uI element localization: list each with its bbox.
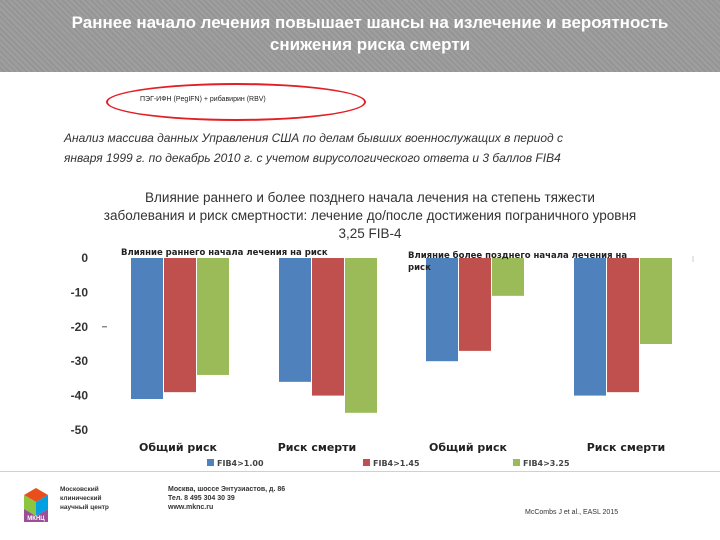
bar [197, 258, 229, 375]
page-title-line-1: Раннее начало лечения повышает шансы на … [71, 13, 669, 32]
org-line-1: Московский [60, 486, 99, 493]
treatment-highlight-oval [106, 83, 366, 121]
legend-label: FIB4>1.00 [217, 459, 264, 468]
page-title: Раннее начало лечения повышает шансы на … [40, 12, 700, 56]
panel-label-late: Влияние более позднего начала лечения на… [408, 250, 627, 273]
y-tick-label: 0 [81, 251, 88, 265]
bar [492, 258, 524, 296]
citation: McCombs J et al., EASL 2015 [525, 509, 619, 516]
bar [164, 258, 196, 393]
bar [574, 258, 606, 396]
category-label: Общий риск [429, 441, 508, 454]
bar [131, 258, 163, 400]
bar [345, 258, 377, 413]
chart-title-line-2: заболевания и риск смертности: лечение д… [103, 208, 637, 223]
analysis-line-2: января 1999 г. по декабрь 2010 г. с учет… [64, 151, 561, 165]
legend-swatch [207, 459, 214, 466]
org-line-3: научный центр [60, 504, 109, 511]
y-tick-label: -50 [71, 423, 89, 437]
legend-label: FIB4>1.45 [373, 459, 420, 468]
bar [279, 258, 311, 382]
phone: Тел. 8 495 304 30 39 [168, 495, 235, 502]
bar-chart: 0 -10 -20 -30 -40 -50 Влияние раннего начала л… [71, 248, 694, 468]
chart-title-line-1: Влияние раннего и более позднего начала … [145, 190, 595, 205]
contact-info: Москва, шоссе Энтузиастов, д. 86 Тел. 8 … [168, 485, 285, 512]
analysis-description: Анализ массива данных Управления США по … [64, 128, 684, 168]
analysis-line-1: Анализ массива данных Управления США по … [64, 131, 563, 145]
bar [426, 258, 458, 362]
chart-title: Влияние раннего и более позднего начала … [40, 189, 700, 243]
bar [312, 258, 344, 396]
org-line-2: клинический [60, 495, 102, 502]
page-title-line-2: снижения риска смерти [269, 35, 471, 54]
y-tick-label: -10 [71, 285, 89, 299]
category-label: Риск смерти [278, 441, 357, 454]
panel-label-early: Влияние раннего начала лечения на риск [121, 248, 328, 258]
mknc-logo-icon: МКНЦ [24, 488, 48, 522]
category-label: Риск смерти [587, 441, 666, 454]
bar [459, 258, 491, 351]
footer-divider [0, 471, 720, 472]
bar [640, 258, 672, 344]
bar [607, 258, 639, 393]
title-banner: Раннее начало лечения повышает шансы на … [0, 0, 720, 72]
y-tick-label: -30 [71, 354, 89, 368]
legend-swatch [513, 459, 520, 466]
address: Москва, шоссе Энтузиастов, д. 86 [168, 486, 286, 493]
category-label: Общий риск [139, 441, 218, 454]
organization-name: Московский клинический научный центр [60, 485, 109, 512]
logo-abbreviation: МКНЦ [27, 516, 45, 522]
chart-title-line-3: 3,25 FIB-4 [338, 226, 402, 241]
y-tick-label: -20 [71, 320, 89, 334]
legend-label: FIB4>3.25 [523, 459, 570, 468]
legend-swatch [363, 459, 370, 466]
treatment-label: ПЭГ-ИФН (PegIFN) + рибавирин (RBV) [140, 96, 266, 103]
website-link[interactable]: www.mknc.ru [168, 504, 214, 511]
y-tick-label: -40 [71, 389, 89, 403]
